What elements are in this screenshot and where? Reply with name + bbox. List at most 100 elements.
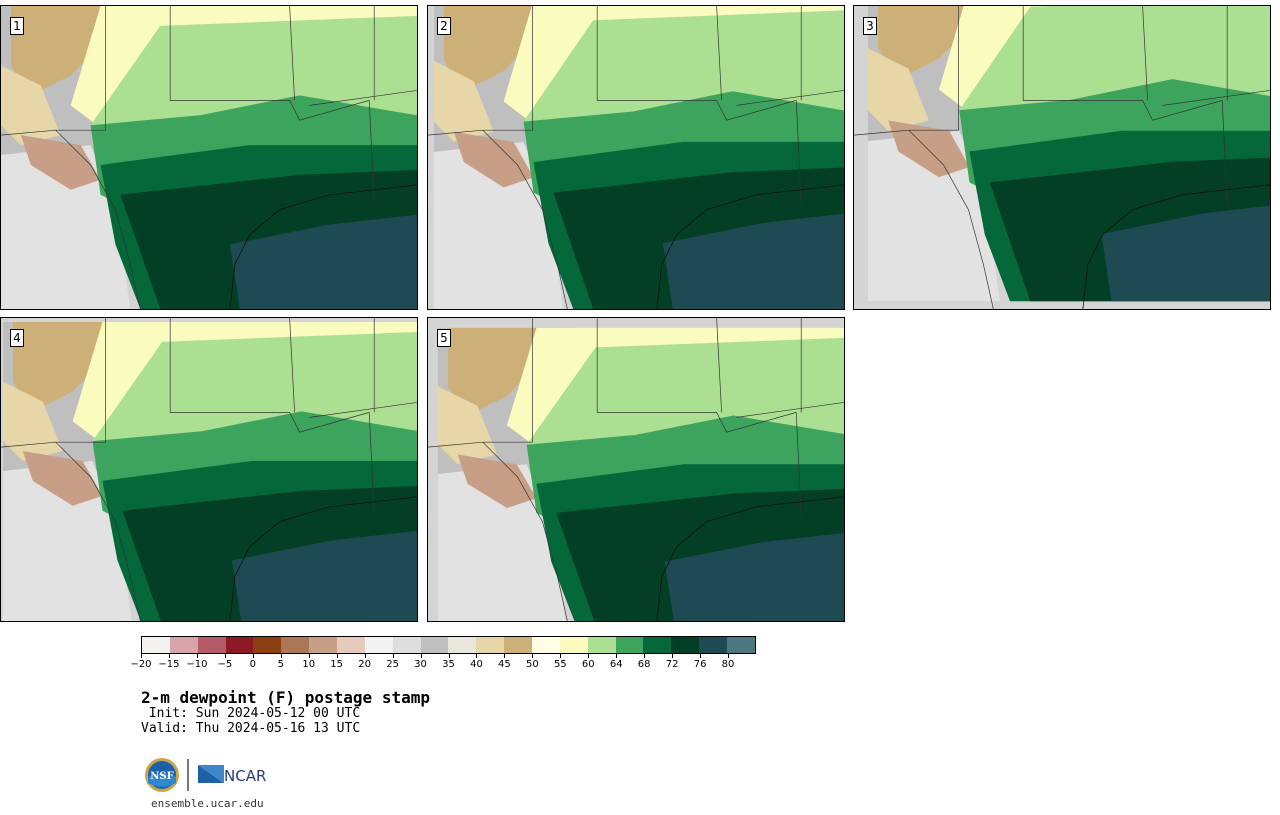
colorbar-tick xyxy=(420,654,422,658)
colorbar-tick xyxy=(308,654,310,658)
colorbar-tick xyxy=(644,654,646,658)
ncar-text: NCAR xyxy=(224,767,266,785)
contour-light-gray xyxy=(1,145,131,309)
ncar-logo-icon: NCAR xyxy=(198,765,266,785)
contour-brownish xyxy=(888,120,970,178)
colorbar-tick xyxy=(476,654,478,658)
colorbar-tick-label: 5 xyxy=(277,659,284,670)
colorbar-swatch xyxy=(727,637,755,653)
dewpoint-map-1 xyxy=(1,6,417,309)
colorbar-tick xyxy=(588,654,590,658)
dewpoint-colorbar xyxy=(141,636,756,654)
state-border xyxy=(736,90,844,106)
contour-gulf-teal xyxy=(662,213,844,309)
state-border xyxy=(55,6,106,131)
colorbar-tick xyxy=(224,654,226,658)
dewpoint-map-3 xyxy=(854,6,1270,309)
state-border xyxy=(55,318,106,443)
state-border xyxy=(428,441,568,621)
colorbar-swatch xyxy=(309,637,338,653)
map-panel-4[interactable]: 4 xyxy=(0,317,418,622)
colorbar-tick xyxy=(364,654,366,658)
coastline xyxy=(229,184,417,309)
colorbar-tick xyxy=(560,654,562,658)
state-border xyxy=(482,6,533,131)
colorbar-ticks: −20 −15 −10 −5 0 5 10 15 20 25 30 35 40 45 50 55 60 64 68 7… xyxy=(130,654,756,674)
colorbar-tick-label: 64 xyxy=(609,659,623,670)
colorbar-tick-label: 50 xyxy=(525,659,539,670)
member-label-3: 3 xyxy=(863,17,877,35)
colorbar-tick xyxy=(700,654,702,658)
nsf-logo-icon: NSF xyxy=(145,758,179,792)
colorbar-tick-label: 25 xyxy=(386,659,399,670)
state-border xyxy=(716,6,722,101)
map-panel-5[interactable]: 5 xyxy=(427,317,845,622)
colorbar-swatch xyxy=(142,637,170,653)
colorbar-tick xyxy=(672,654,674,658)
coastline xyxy=(656,184,844,309)
map-panel-1[interactable]: 1 xyxy=(0,5,418,310)
state-border xyxy=(428,129,568,309)
state-border xyxy=(1,129,141,309)
colorbar-tick xyxy=(196,654,198,658)
member-label-2: 2 xyxy=(437,17,451,35)
colorbar-tick-label: −15 xyxy=(158,659,180,670)
logo-row: NSF NCAR xyxy=(144,757,284,793)
colorbar-swatch xyxy=(420,637,449,653)
map-panel-3[interactable]: 3 xyxy=(853,5,1271,310)
colorbar-tick xyxy=(336,654,338,658)
colorbar-swatch xyxy=(587,637,616,653)
state-border xyxy=(1022,6,1223,121)
init-time: Init: Sun 2024-05-12 00 UTC xyxy=(141,706,361,721)
colorbar-swatch xyxy=(253,637,282,653)
contour-pale-tan xyxy=(1,65,61,146)
contour-pale-tan xyxy=(2,381,63,462)
contour-light-gray xyxy=(433,141,564,309)
colorbar-tick-label: 80 xyxy=(721,659,735,670)
state-border xyxy=(169,318,370,433)
colorbar-swatch xyxy=(476,637,505,653)
nsf-text: NSF xyxy=(150,771,173,782)
state-border xyxy=(736,402,844,418)
contour-light-gray xyxy=(2,461,132,621)
state-border xyxy=(482,318,533,443)
valid-time: Valid: Thu 2024-05-16 13 UTC xyxy=(141,721,361,736)
colorbar-tick-label: 76 xyxy=(693,659,707,670)
colorbar-tick-label: 20 xyxy=(358,659,371,670)
coastline xyxy=(656,496,844,621)
map-panel-2[interactable]: 2 xyxy=(427,5,845,310)
colorbar-swatch xyxy=(392,637,421,653)
colorbar-tick xyxy=(616,654,618,658)
colorbar-tick xyxy=(532,654,534,658)
colorbar-swatch xyxy=(448,637,477,653)
contour-brownish xyxy=(22,451,103,506)
colorbar-swatch xyxy=(559,637,588,653)
colorbar-swatch xyxy=(364,637,393,653)
contour-pale-tan xyxy=(433,60,494,142)
colorbar-tick-label: 40 xyxy=(470,659,483,670)
colorbar-swatch xyxy=(337,637,365,653)
colorbar-tick-label: 15 xyxy=(330,659,344,670)
colorbar-swatch xyxy=(169,637,198,653)
contour-brownish xyxy=(453,131,534,188)
colorbar-tick-label: −10 xyxy=(186,659,208,670)
contour-brownish xyxy=(457,454,537,509)
state-border xyxy=(795,412,802,517)
colorbar-tick-label: 30 xyxy=(414,659,427,670)
colorbar-tick-label: 72 xyxy=(665,659,679,670)
colorbar-swatch xyxy=(643,637,672,653)
colorbar-swatch xyxy=(504,637,533,653)
colorbar-swatch xyxy=(699,637,728,653)
state-border xyxy=(368,100,375,205)
contour-gulf-teal xyxy=(1101,205,1270,302)
state-border xyxy=(289,318,295,413)
member-label-4: 4 xyxy=(10,329,24,347)
state-border xyxy=(1221,100,1228,205)
state-border xyxy=(309,402,417,418)
colorbar-tick-label: 55 xyxy=(553,659,567,670)
coastline xyxy=(1082,184,1270,309)
colorbar-tick-label: 10 xyxy=(302,659,316,670)
state-border xyxy=(908,6,959,131)
colorbar-tick xyxy=(728,654,730,658)
colorbar-swatch xyxy=(615,637,644,653)
